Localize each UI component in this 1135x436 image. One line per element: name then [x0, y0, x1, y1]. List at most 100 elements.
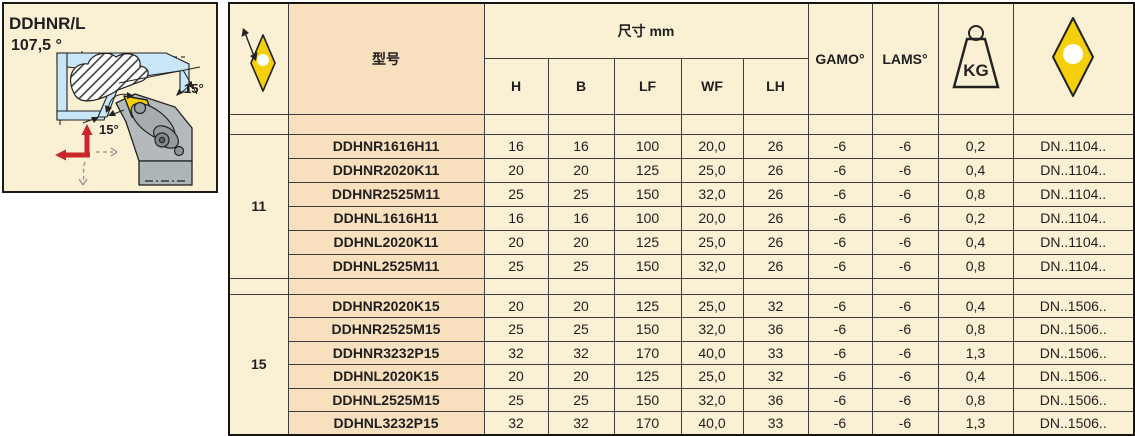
cell-lams: -6 — [871, 157, 939, 183]
cell-lf: 100 — [613, 133, 682, 159]
insert-shape-icon-cell — [1012, 2, 1135, 115]
cell-gamo: -6 — [807, 229, 873, 255]
angle-reference-line — [118, 66, 201, 84]
clamp — [130, 101, 185, 157]
cell-insert: DN..1104.. — [1012, 229, 1135, 255]
spacer-cell — [228, 113, 289, 135]
table-row: DDHNL2525M11 25 25 150 32,0 26 -6 -6 0,8 DN..110… — [229, 253, 1135, 279]
header-lf: LF — [613, 57, 682, 115]
spacer-cell — [547, 113, 615, 135]
header-h: H — [483, 57, 549, 115]
cell-wf: 25,0 — [680, 229, 744, 255]
header-b: B — [547, 57, 615, 115]
cell-lf: 125 — [613, 364, 682, 389]
spacer-row — [228, 277, 1135, 295]
spacer-cell — [807, 277, 873, 295]
cell-lh: 26 — [742, 205, 809, 231]
cell-lf: 150 — [613, 253, 682, 279]
spacer-cell — [937, 277, 1014, 295]
spacer-cell — [1012, 277, 1135, 295]
cell-lams: -6 — [871, 133, 939, 159]
cell-gamo: -6 — [807, 205, 873, 231]
cell-lh: 33 — [742, 411, 809, 436]
table-row: DDHNL2020K11 20 20 125 25,0 26 -6 -6 0,4 DN..110… — [229, 229, 1135, 255]
table-row: DDHNR2525M11 25 25 150 32,0 26 -6 -6 0,8 DN..110… — [229, 181, 1135, 207]
cell-insert: DN..1506.. — [1012, 411, 1135, 436]
cell-b: 25 — [547, 181, 615, 207]
table-row: DDHNR2020K11 20 20 125 25,0 26 -6 -6 0,4 DN..110… — [229, 157, 1135, 183]
header-lh: LH — [742, 57, 809, 115]
tool-diagram — [55, 51, 201, 186]
cell-h: 32 — [483, 411, 549, 436]
insert-dimension-icon — [241, 28, 276, 93]
spacer-cell — [807, 113, 873, 135]
model-cell: DDHNL2525M15 — [287, 387, 485, 412]
cell-lams: -6 — [871, 253, 939, 279]
spacer-cell — [228, 277, 289, 295]
cell-h: 16 — [483, 133, 549, 159]
model-cell: DDHNR1616H11 — [287, 133, 485, 159]
cell-lh: 36 — [742, 387, 809, 412]
header-lams: LAMS° — [871, 2, 939, 115]
cell-kg: 0,4 — [937, 229, 1014, 255]
cell-b: 20 — [547, 157, 615, 183]
cell-b: 32 — [547, 340, 615, 365]
header-row-1: 型号 尺寸 mm GAMO° LAMS° KG — [228, 2, 1135, 115]
cell-lf: 125 — [613, 293, 682, 318]
cell-insert: DN..1506.. — [1012, 340, 1135, 365]
cell-lh: 32 — [742, 293, 809, 318]
cell-gamo: -6 — [807, 293, 873, 318]
cell-h: 32 — [483, 340, 549, 365]
group-size-cell: 15 — [228, 293, 289, 436]
cell-lf: 100 — [613, 205, 682, 231]
cell-lf: 125 — [613, 157, 682, 183]
header-row-2: H B LF WF LH — [229, 57, 1134, 115]
cell-kg: 0,8 — [937, 253, 1014, 279]
cell-h: 20 — [483, 293, 549, 318]
axis-arrows-icon — [55, 124, 93, 161]
cell-wf: 20,0 — [680, 133, 744, 159]
spacer-cell — [613, 113, 682, 135]
cell-wf: 32,0 — [680, 387, 744, 412]
cell-kg: 0,4 — [937, 364, 1014, 389]
spacer-cell — [287, 277, 485, 295]
kg-weight-icon: KG — [951, 25, 1000, 89]
spacer-cell — [680, 277, 744, 295]
cell-h: 16 — [483, 205, 549, 231]
cell-insert: DN..1506.. — [1012, 293, 1135, 318]
cell-h: 25 — [483, 317, 549, 342]
cell-b: 32 — [547, 411, 615, 436]
cell-lf: 150 — [613, 317, 682, 342]
cell-gamo: -6 — [807, 317, 873, 342]
cell-wf: 32,0 — [680, 181, 744, 207]
cell-insert: DN..1104.. — [1012, 133, 1135, 159]
cell-kg: 1,3 — [937, 340, 1014, 365]
cell-kg: 0,2 — [937, 133, 1014, 159]
cell-gamo: -6 — [807, 133, 873, 159]
cell-gamo: -6 — [807, 364, 873, 389]
cell-lams: -6 — [871, 293, 939, 318]
spec-table: 型号 尺寸 mm GAMO° LAMS° KG H B LF WF LH 11 — [228, 2, 1135, 436]
table-row: DDHNL3232P15 32 32 170 40,0 33 -6 -6 1,3 DN..150… — [229, 411, 1135, 436]
feed-direction-dashed-arrows — [78, 147, 118, 186]
cell-wf: 25,0 — [680, 157, 744, 183]
cell-lams: -6 — [871, 181, 939, 207]
cell-insert: DN..1104.. — [1012, 157, 1135, 183]
cell-gamo: -6 — [807, 157, 873, 183]
cell-h: 25 — [483, 253, 549, 279]
tool-diagram-panel: DDHNR/L 107,5 ° 15° 15° — [2, 2, 218, 193]
spacer-cell — [287, 113, 485, 135]
cell-lf: 170 — [613, 411, 682, 436]
cell-wf: 20,0 — [680, 205, 744, 231]
cell-lh: 26 — [742, 181, 809, 207]
model-cell: DDHNL2020K11 — [287, 229, 485, 255]
cell-lh: 26 — [742, 229, 809, 255]
chip-hatch-area — [70, 52, 149, 102]
spacer-cell — [871, 277, 939, 295]
spacer-row — [228, 113, 1135, 135]
cell-lh: 26 — [742, 133, 809, 159]
cell-lh: 32 — [742, 364, 809, 389]
cell-kg: 1,3 — [937, 411, 1014, 436]
cell-lh: 33 — [742, 340, 809, 365]
